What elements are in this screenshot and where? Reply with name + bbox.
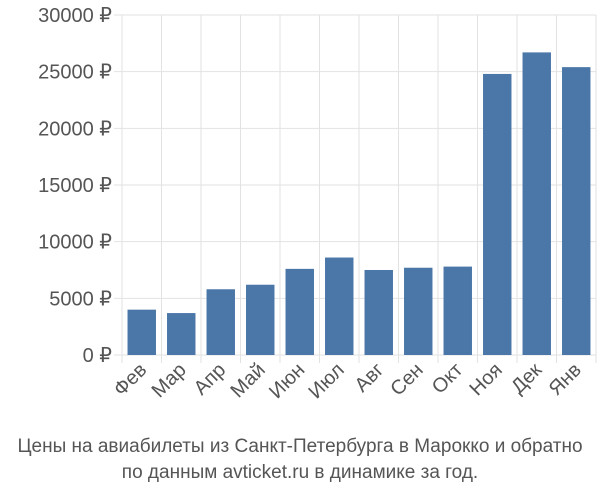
bar bbox=[404, 267, 433, 355]
x-tick-label: Дек bbox=[507, 359, 546, 398]
x-tick-label: Фев bbox=[110, 359, 152, 401]
y-tick-label: 0 ₽ bbox=[83, 345, 113, 367]
chart-caption-line-2: по данным avticket.ru в динамике за год. bbox=[121, 462, 479, 483]
chart-caption-line-1: Цены на авиабилеты из Санкт-Петербурга в… bbox=[17, 436, 583, 457]
bar bbox=[562, 67, 591, 355]
y-tick-label: 30000 ₽ bbox=[38, 5, 112, 27]
bar-chart: 0 ₽ 5000 ₽ 10000 ₽ 15000 ₽ 20000 ₽ 25000 ₽ 300… bbox=[38, 5, 597, 403]
bar bbox=[127, 309, 156, 355]
bar bbox=[325, 257, 354, 355]
bar bbox=[364, 270, 393, 355]
grid-lines bbox=[114, 14, 597, 363]
bars bbox=[127, 52, 591, 356]
x-tick-label: Июл bbox=[305, 359, 349, 403]
x-tick-label: Авг bbox=[351, 359, 389, 397]
bar bbox=[522, 52, 551, 356]
x-tick-label: Июн bbox=[265, 359, 309, 403]
y-tick-label: 5000 ₽ bbox=[49, 288, 112, 310]
y-axis-tick-labels: 0 ₽ 5000 ₽ 10000 ₽ 15000 ₽ 20000 ₽ 25000 ₽ 300… bbox=[38, 5, 112, 367]
bar bbox=[443, 266, 472, 355]
y-tick-label: 10000 ₽ bbox=[38, 232, 112, 254]
x-tick-label: Янв bbox=[545, 359, 586, 400]
y-tick-label: 15000 ₽ bbox=[38, 175, 112, 197]
y-tick-label: 20000 ₽ bbox=[38, 118, 112, 140]
bar bbox=[483, 73, 512, 355]
x-tick-label: Апр bbox=[190, 359, 231, 400]
bar bbox=[167, 313, 196, 355]
x-tick-label: Сен bbox=[386, 359, 427, 400]
x-tick-label: Май bbox=[227, 359, 270, 402]
bar bbox=[285, 268, 314, 355]
x-tick-label: Ноя bbox=[465, 359, 506, 400]
y-tick-label: 25000 ₽ bbox=[38, 62, 112, 84]
x-tick-label: Окт bbox=[428, 359, 467, 398]
bar bbox=[206, 289, 235, 355]
bar bbox=[246, 284, 275, 355]
x-tick-label: Мар bbox=[148, 359, 191, 402]
